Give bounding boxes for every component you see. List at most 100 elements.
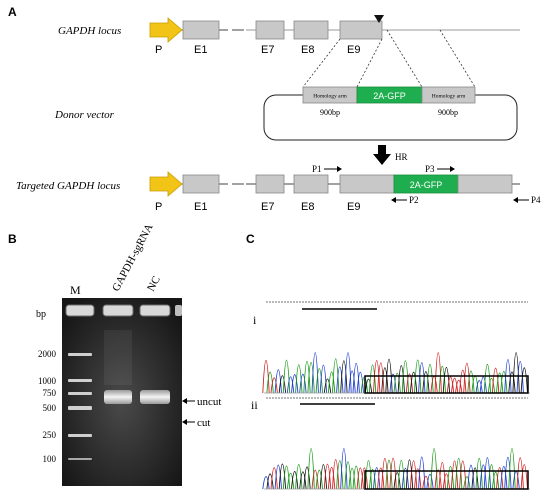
chromatogram-peak bbox=[418, 362, 426, 394]
chromatogram-peak bbox=[303, 466, 311, 490]
chromatogram-peak bbox=[455, 379, 463, 394]
chromatogram-peak bbox=[368, 468, 377, 490]
right-arm-text: Homology arm bbox=[432, 94, 466, 100]
chromatogram-peak bbox=[520, 367, 528, 394]
chromatogram-peak bbox=[389, 373, 397, 394]
chromatogram-peak bbox=[262, 476, 270, 490]
chromatogram-peak bbox=[282, 359, 291, 394]
primer-p3-label: P3 bbox=[425, 164, 435, 174]
chromatogram-peak bbox=[508, 371, 516, 394]
promoter-arrow bbox=[149, 17, 183, 43]
chromatogram-peak bbox=[500, 370, 508, 394]
chromatogram-trace-i bbox=[262, 301, 528, 394]
chromatogram-peak bbox=[315, 368, 323, 394]
chromatogram-peak bbox=[393, 472, 401, 490]
row3-promoter-label: P bbox=[155, 201, 162, 213]
primer-p4-arrow bbox=[513, 197, 529, 203]
chromatogram-peak bbox=[426, 364, 434, 394]
chromatogram-peak bbox=[471, 467, 479, 490]
chromatogram-peak bbox=[442, 473, 451, 490]
chromatogram-peak bbox=[422, 475, 430, 490]
chromatogram-peak bbox=[381, 457, 389, 490]
chromatogram-peak bbox=[286, 472, 295, 490]
chromatogram-peak bbox=[463, 476, 471, 490]
ladder-750: 750 bbox=[43, 388, 57, 398]
primer-p3-arrow bbox=[437, 166, 455, 172]
chromatogram-peak bbox=[475, 380, 483, 394]
trace-i-label: i bbox=[253, 313, 257, 327]
chromatogram-peak bbox=[434, 352, 442, 394]
chromatogram-peak bbox=[319, 364, 328, 394]
chromatogram-peak bbox=[455, 457, 463, 490]
chromatogram-peak bbox=[479, 464, 487, 490]
targeted-exon-e7 bbox=[255, 174, 285, 194]
homology-guides bbox=[302, 29, 476, 88]
chromatogram-peak bbox=[352, 362, 360, 394]
chromatogram-peak bbox=[311, 352, 319, 394]
chromatogram-peak bbox=[364, 378, 373, 394]
uncut-label: uncut bbox=[197, 396, 221, 408]
chromatogram-peak bbox=[286, 376, 295, 394]
chromatogram-peak bbox=[442, 367, 451, 394]
row3-e7-label: E7 bbox=[261, 201, 274, 213]
chromatogram-peak bbox=[483, 457, 492, 490]
chromatogram-peak bbox=[496, 372, 504, 394]
chromatogram-peak bbox=[377, 467, 385, 490]
nc-band bbox=[140, 390, 170, 404]
gel-wells bbox=[65, 304, 182, 317]
chromatogram-peak bbox=[332, 458, 340, 490]
primer-p2-arrow bbox=[391, 197, 407, 203]
chromatogram-peak bbox=[491, 471, 500, 490]
exon-e8 bbox=[293, 20, 329, 40]
chromatogram-peak bbox=[397, 460, 405, 490]
ladder-bands bbox=[68, 353, 92, 460]
chromatogram-peak bbox=[278, 463, 287, 490]
chromatogram-peak bbox=[262, 359, 270, 394]
row1-promoter-label: P bbox=[155, 44, 162, 56]
gel-unit-label: bp bbox=[36, 309, 46, 320]
sgrna-smear bbox=[104, 330, 132, 385]
chromatogram-peak bbox=[516, 457, 524, 490]
chromatogram-peak bbox=[270, 467, 278, 490]
chromatogram-peak bbox=[319, 464, 328, 490]
chromatogram-peak bbox=[340, 360, 348, 394]
chromatogram-peak bbox=[426, 473, 434, 490]
chromatogram-peak bbox=[512, 352, 520, 394]
trace-i-highlight-box bbox=[364, 375, 529, 394]
chromatogram-peak bbox=[500, 465, 508, 490]
ladder-250: 250 bbox=[43, 430, 57, 440]
chromatogram-peak bbox=[438, 462, 446, 490]
chromatogram-peak bbox=[487, 377, 496, 394]
chromatogram-peak bbox=[405, 373, 414, 394]
chromatogram-peak bbox=[434, 469, 442, 490]
chromatogram-peak bbox=[401, 467, 410, 490]
chromatogram-peak bbox=[274, 369, 282, 394]
chromatogram-peak bbox=[348, 467, 356, 490]
ladder-1000: 1000 bbox=[38, 376, 57, 386]
cut-site-triangle bbox=[374, 15, 384, 23]
donor-gfp-text: 2A-GFP bbox=[373, 91, 406, 101]
left-arm-size: 900bp bbox=[320, 108, 340, 117]
cut-arrow bbox=[182, 419, 195, 425]
chromatogram-peak bbox=[389, 457, 397, 490]
chromatogram-peak bbox=[307, 448, 315, 490]
hr-label: HR bbox=[395, 152, 408, 162]
chromatogram-peak bbox=[311, 469, 319, 490]
chromatogram-peak bbox=[504, 359, 512, 394]
chromatogram-peak bbox=[295, 364, 303, 394]
targeted-locus-label: Targeted GAPDH locus bbox=[16, 180, 120, 192]
chromatogram-peak bbox=[291, 471, 299, 490]
chromatogram-peak bbox=[315, 469, 323, 490]
chromatogram-peak bbox=[323, 378, 332, 394]
chromatogram-peak bbox=[332, 358, 340, 394]
trace-ii-label: ii bbox=[251, 398, 258, 412]
chromatogram-peak bbox=[475, 457, 483, 490]
lane-nc-label: NC bbox=[145, 274, 163, 293]
uncut-arrow bbox=[182, 398, 195, 404]
chromatogram-peak bbox=[479, 376, 487, 394]
chromatogram-peak bbox=[327, 466, 336, 490]
chromatogram-peak bbox=[352, 465, 360, 490]
chromatogram-peak bbox=[340, 448, 348, 490]
row1-e1-label: E1 bbox=[194, 44, 207, 56]
